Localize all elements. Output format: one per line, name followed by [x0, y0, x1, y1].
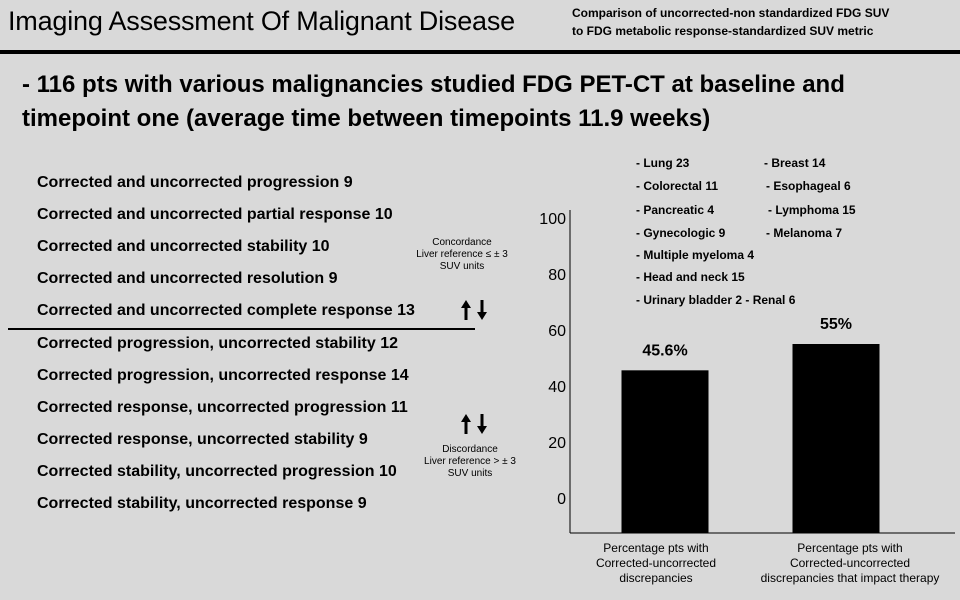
- discordance-arrows: [461, 414, 488, 439]
- arrow-up-icon: [461, 300, 471, 325]
- result-row: Corrected and uncorrected stability 10: [37, 238, 330, 255]
- category-line: Percentage pts with: [603, 541, 709, 555]
- list-item: - Colorectal 11: [636, 179, 719, 193]
- concordance-note: Concordance Liver reference ≤ ± 3 SUV un…: [412, 237, 512, 273]
- result-row: Corrected response, uncorrected stabilit…: [37, 431, 368, 448]
- y-tick-label: 40: [548, 379, 566, 396]
- concordance-note-line-3: SUV units: [439, 261, 485, 272]
- bar: [792, 344, 880, 533]
- subtitle-line-1: Comparison of uncorrected-non standardiz…: [572, 6, 890, 20]
- result-row: Corrected progression, uncorrected respo…: [37, 367, 409, 384]
- list-item: - Urinary bladder 2 - Renal 6: [636, 293, 796, 307]
- data-label: 45.6%: [642, 342, 687, 359]
- category-line: Corrected-uncorrected: [789, 556, 911, 570]
- title-divider: [0, 50, 960, 54]
- arrow-up-icon: [461, 414, 471, 439]
- list-item: - Lung 23: [636, 156, 690, 170]
- result-row: Corrected and uncorrected progression 9: [37, 174, 353, 191]
- slide-title: Imaging Assessment Of Malignant Disease: [8, 6, 515, 36]
- concordance-note-line-2: Liver reference ≤ ± 3: [416, 249, 508, 260]
- data-label: 55%: [820, 316, 852, 333]
- list-item: - Lymphoma 15: [768, 203, 856, 217]
- category-line: Percentage pts with: [797, 541, 903, 555]
- result-row: Corrected and uncorrected resolution 9: [37, 270, 338, 287]
- y-tick-label: 80: [548, 267, 566, 284]
- result-row: Corrected progression, uncorrected stabi…: [37, 335, 398, 352]
- subtitle-line-2: to FDG metabolic response-standardized S…: [572, 24, 874, 38]
- result-row: Corrected stability, uncorrected respons…: [37, 495, 367, 512]
- slide-subtitle: Comparison of uncorrected-non standardiz…: [572, 4, 889, 40]
- list-item: - Breast 14: [764, 156, 826, 170]
- arrow-down-icon: [477, 414, 488, 439]
- result-row: Corrected and uncorrected complete respo…: [37, 302, 415, 319]
- list-item: - Melanoma 7: [766, 226, 843, 240]
- concordance-note-line-1: Concordance: [432, 237, 492, 248]
- discordance-note-line-3: SUV units: [447, 468, 493, 479]
- result-row: Corrected stability, uncorrected progres…: [37, 463, 397, 480]
- y-tick-label: 60: [548, 323, 566, 340]
- arrow-down-icon: [477, 300, 488, 325]
- y-tick-label: 100: [539, 211, 566, 228]
- list-item: - Gynecologic 9: [636, 226, 726, 240]
- discordance-note: Discordance Liver reference > ± 3 SUV un…: [420, 444, 520, 480]
- headline: - 116 pts with various malignancies stud…: [22, 71, 845, 132]
- discordance-note-line-2: Liver reference > ± 3: [424, 456, 516, 467]
- list-item: - Multiple myeloma 4: [636, 248, 755, 262]
- x-category-label-1: Percentage pts with Corrected-uncorrecte…: [556, 541, 756, 586]
- category-line: discrepancies that impact therapy: [760, 571, 940, 585]
- concordance-divider: [8, 328, 475, 330]
- bar: [621, 370, 709, 533]
- result-row: Corrected and uncorrected partial respon…: [37, 206, 393, 223]
- discordance-note-line-1: Discordance: [442, 444, 498, 455]
- y-tick-label: 0: [557, 491, 566, 508]
- concordance-arrows: [461, 300, 488, 325]
- list-item: - Pancreatic 4: [636, 203, 715, 217]
- x-category-label-2: Percentage pts with Corrected-uncorrecte…: [750, 541, 950, 586]
- y-tick-label: 20: [548, 435, 566, 452]
- category-line: Corrected-uncorrected: [595, 556, 717, 570]
- result-row: Corrected response, uncorrected progress…: [37, 399, 408, 416]
- category-line: discrepancies: [619, 571, 693, 585]
- list-item: - Head and neck 15: [636, 270, 745, 284]
- list-item: - Esophageal 6: [766, 179, 851, 193]
